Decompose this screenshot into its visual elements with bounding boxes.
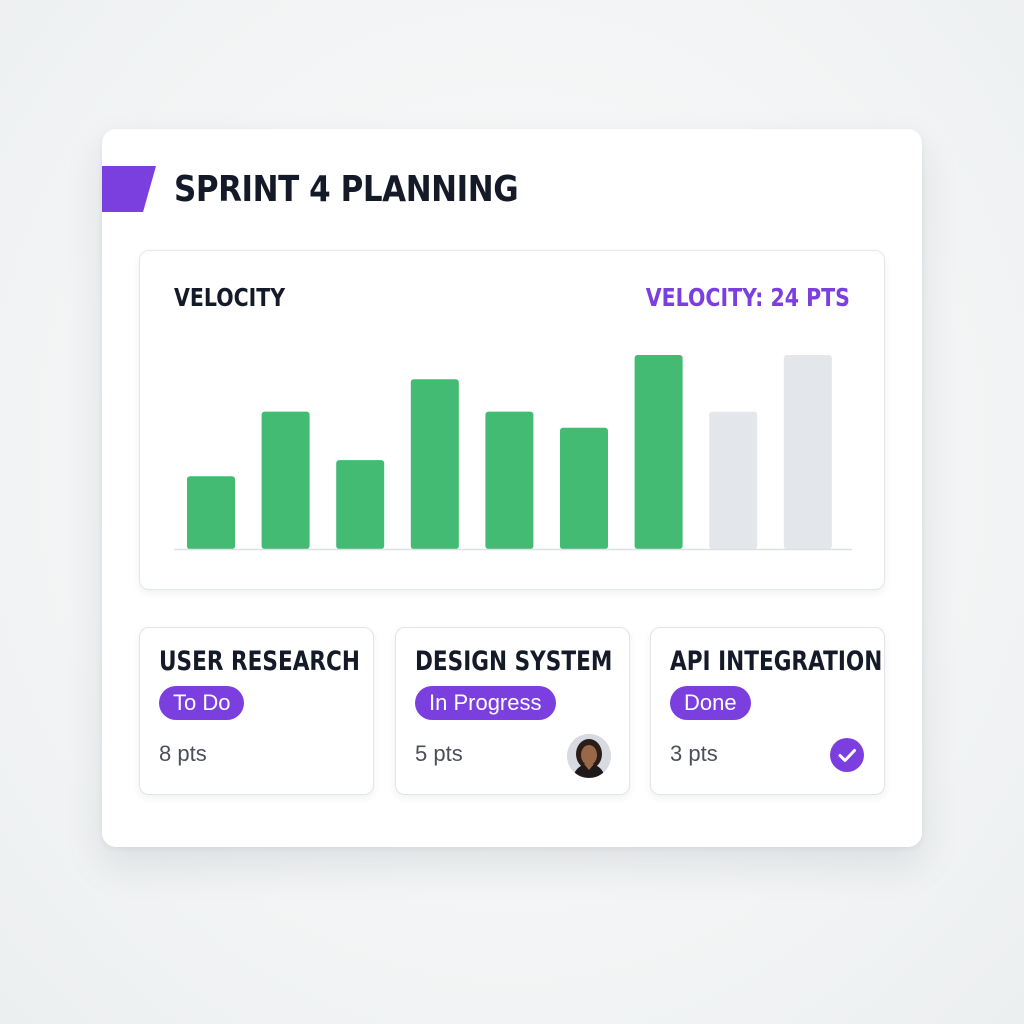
velocity-bar-completed xyxy=(485,411,534,549)
velocity-bar-completed xyxy=(261,411,310,549)
status-badge-done[interactable]: Done xyxy=(670,686,751,720)
velocity-bar-projected xyxy=(783,355,832,549)
story-points: 8 pts xyxy=(159,741,207,766)
story-points: 3 pts xyxy=(670,741,718,766)
story-points: 5 pts xyxy=(415,741,463,766)
velocity-bar-projected xyxy=(709,411,758,549)
velocity-bar-completed xyxy=(187,476,235,550)
done-check-badge xyxy=(830,738,864,772)
velocity-chart-panel: VELOCITY VELOCITY: 24 PTS xyxy=(139,250,885,590)
task-title: API INTEGRATION xyxy=(670,646,883,677)
chart-title: VELOCITY xyxy=(174,283,286,312)
task-card-design-system[interactable]: DESIGN SYSTEM In Progress 5 pts xyxy=(395,627,630,795)
velocity-bar-chart xyxy=(174,355,852,551)
task-title: DESIGN SYSTEM xyxy=(415,646,613,677)
velocity-bar-completed xyxy=(336,460,385,549)
status-badge-todo[interactable]: To Do xyxy=(159,686,245,720)
assignee-avatar[interactable] xyxy=(567,734,611,778)
velocity-bar-completed xyxy=(634,355,683,549)
page-title: SPRINT 4 PLANNING xyxy=(174,169,519,210)
task-title: USER RESEARCH xyxy=(159,646,360,677)
task-card-user-research[interactable]: USER RESEARCH To Do 8 pts xyxy=(139,627,374,795)
status-badge-in-progress[interactable]: In Progress xyxy=(415,686,556,720)
velocity-readout: VELOCITY: 24 PTS xyxy=(645,283,850,312)
velocity-bar-completed xyxy=(410,379,459,550)
task-card-api-integration[interactable]: API INTEGRATION Done 3 pts xyxy=(650,627,885,795)
velocity-bar-completed xyxy=(560,427,608,550)
avatar-icon xyxy=(567,734,611,778)
check-icon xyxy=(838,749,856,762)
